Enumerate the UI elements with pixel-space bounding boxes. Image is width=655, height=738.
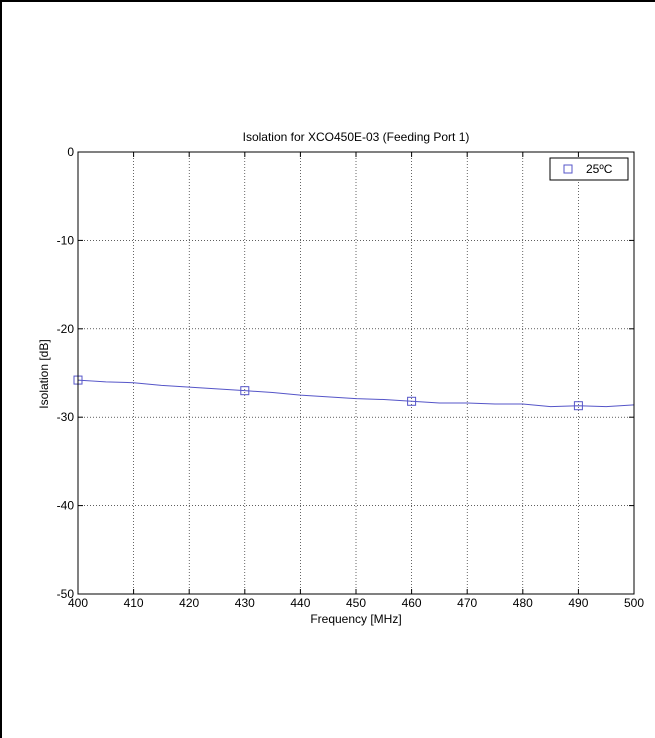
series-marker: [573, 401, 583, 411]
x-tick-label: 400: [68, 596, 88, 610]
x-tick-label: 500: [624, 596, 644, 610]
series-marker: [407, 396, 417, 406]
x-tick-label: 450: [346, 596, 366, 610]
y-tick-label: -20: [57, 322, 75, 336]
y-tick-label: -50: [57, 587, 75, 601]
axes-box: [77, 151, 635, 595]
series-marker: [240, 386, 250, 396]
x-tick-label: 490: [568, 596, 588, 610]
y-tick-label: -40: [57, 499, 75, 513]
legend: 25ºC: [549, 157, 629, 181]
x-tick-label: 460: [402, 596, 422, 610]
x-tick-label: 410: [124, 596, 144, 610]
x-tick-label: 440: [290, 596, 310, 610]
chart-title: Isolation for XCO450E-03 (Feeding Port 1…: [242, 130, 470, 144]
x-tick-label: 420: [179, 596, 199, 610]
series-layer: [73, 375, 635, 411]
x-axis-label: Frequency [MHz]: [310, 612, 402, 626]
y-tick-label: -30: [57, 410, 75, 424]
y-tick-label: 0: [67, 145, 74, 159]
series-line: [77, 379, 635, 408]
x-tick-label: 430: [235, 596, 255, 610]
grid-lines: [78, 152, 634, 594]
x-tick-label: 470: [457, 596, 477, 610]
legend-label: 25ºC: [586, 162, 613, 176]
legend-box: [549, 157, 629, 181]
x-tick-label: 480: [513, 596, 533, 610]
y-tick-label: -10: [57, 233, 75, 247]
tick-labels: 400 410 420 430 440 450 460 470 480 490 500 0 -10 -20…: [57, 145, 645, 610]
legend-marker: [563, 164, 573, 174]
